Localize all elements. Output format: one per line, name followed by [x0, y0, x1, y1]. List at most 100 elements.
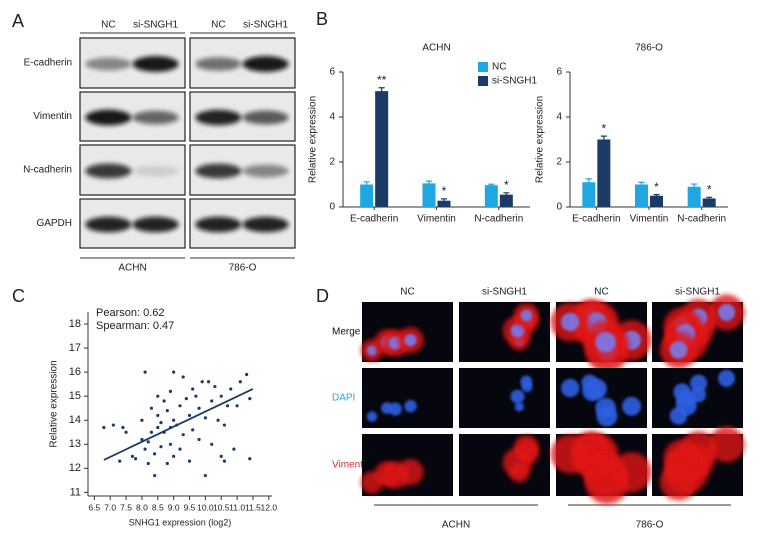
y-tick-label: 12 — [69, 462, 81, 474]
y-tick-label: 14 — [69, 414, 81, 426]
y-tick-label: 6 — [556, 67, 562, 78]
blot-band — [85, 163, 132, 179]
y-tick-label: 0 — [329, 202, 335, 213]
bar — [650, 195, 663, 207]
scatter-point — [156, 425, 160, 430]
scatter-point — [149, 430, 154, 434]
scatter-point — [130, 454, 135, 458]
if-row-label: Vimentin — [332, 460, 371, 471]
if-row-label: DAPI — [332, 393, 355, 404]
x-tick-label: 11.5 — [245, 502, 261, 512]
error-bar — [653, 194, 660, 197]
y-axis-label: Relative expression — [535, 96, 546, 183]
blot-band — [85, 57, 132, 71]
x-tick-label: Vimentin — [417, 214, 456, 225]
blot-band — [85, 216, 132, 233]
scatter-point — [235, 404, 239, 408]
x-tick-label: 8.0 — [136, 502, 148, 512]
cell-nucleus — [520, 375, 533, 388]
panel-label: A — [12, 11, 24, 31]
scatter-point — [168, 389, 173, 393]
if-row-label: Merge — [332, 327, 361, 338]
scatter-point — [191, 387, 195, 391]
scatter-point — [229, 387, 233, 391]
scatter-point — [206, 380, 211, 384]
cell-cytoplasm — [659, 463, 698, 501]
if-cells — [510, 375, 533, 412]
cell-nucleus — [676, 389, 696, 409]
blot-row-label: E-cadherin — [24, 58, 72, 69]
blot-row-label: N-cadherin — [23, 165, 72, 176]
cell-nucleus — [585, 378, 607, 400]
blot-band — [242, 56, 289, 72]
panel-label: B — [316, 9, 328, 29]
scatter-point — [181, 433, 185, 437]
if-column-label: NC — [400, 287, 414, 298]
scatter-point — [197, 406, 201, 410]
lane-label: si-SNGH1 — [133, 20, 178, 31]
scatter-point — [203, 416, 207, 420]
significance-label: ** — [377, 73, 387, 87]
scatter-point — [168, 442, 173, 446]
error-bar — [600, 135, 607, 143]
bar — [484, 185, 498, 207]
x-tick-label: 9.5 — [184, 502, 196, 512]
bar — [635, 184, 648, 207]
scatter-point — [191, 428, 195, 432]
cell-nucleus — [560, 312, 580, 332]
x-tick-label: 12.0 — [261, 502, 278, 512]
scatter-point — [165, 409, 169, 413]
scatter-point — [216, 418, 220, 422]
scatter-point — [156, 394, 160, 398]
error-bar — [585, 178, 592, 186]
blot-band — [242, 164, 289, 178]
x-tick-label: 10.0 — [197, 502, 214, 512]
scatter-point — [181, 375, 185, 379]
blot-band — [132, 165, 179, 177]
y-tick-label: 17 — [69, 342, 81, 354]
scatter-point — [102, 425, 106, 430]
group-label: 786-O — [229, 263, 257, 274]
significance-label: * — [601, 121, 606, 135]
x-tick-label: N-cadherin — [474, 214, 523, 225]
error-bar — [363, 181, 370, 188]
scatter-point — [222, 423, 227, 427]
legend-label: si-SNGH1 — [492, 76, 537, 87]
bar — [702, 198, 716, 207]
if-cells — [366, 399, 417, 422]
bar — [422, 183, 436, 207]
scatter-point — [118, 459, 122, 463]
scatter-point — [245, 372, 249, 377]
cell-cytoplasm — [550, 434, 590, 474]
y-axis-label: Relative expression — [49, 360, 60, 447]
scatter-point — [156, 413, 160, 418]
scatter-point — [248, 457, 252, 461]
if-cells — [502, 434, 539, 483]
x-tick-label: Vimentin — [630, 214, 669, 225]
blot-band — [195, 216, 242, 233]
scatter-point — [178, 404, 182, 408]
y-tick-label: 15 — [69, 390, 81, 402]
blot-band — [242, 110, 289, 125]
bar — [437, 200, 451, 207]
scatter-point — [172, 370, 176, 374]
panel-label: D — [316, 286, 329, 306]
scatter-point — [197, 437, 201, 442]
trend-line — [103, 388, 254, 461]
scatter-point — [146, 440, 150, 444]
cell-nucleus — [622, 396, 642, 416]
scatter-point — [225, 404, 230, 408]
legend-swatch — [478, 62, 488, 72]
cell-nucleus — [718, 369, 736, 387]
blot-band — [195, 109, 242, 126]
if-cells — [550, 431, 652, 505]
blot-band — [195, 57, 242, 71]
if-cells — [360, 326, 424, 362]
bar — [499, 194, 513, 207]
bar — [360, 184, 374, 207]
if-column-label: si-SNGH1 — [675, 287, 720, 298]
scatter-point — [200, 380, 204, 384]
y-tick-label: 16 — [69, 366, 81, 378]
x-tick-label: 7.0 — [104, 502, 116, 512]
